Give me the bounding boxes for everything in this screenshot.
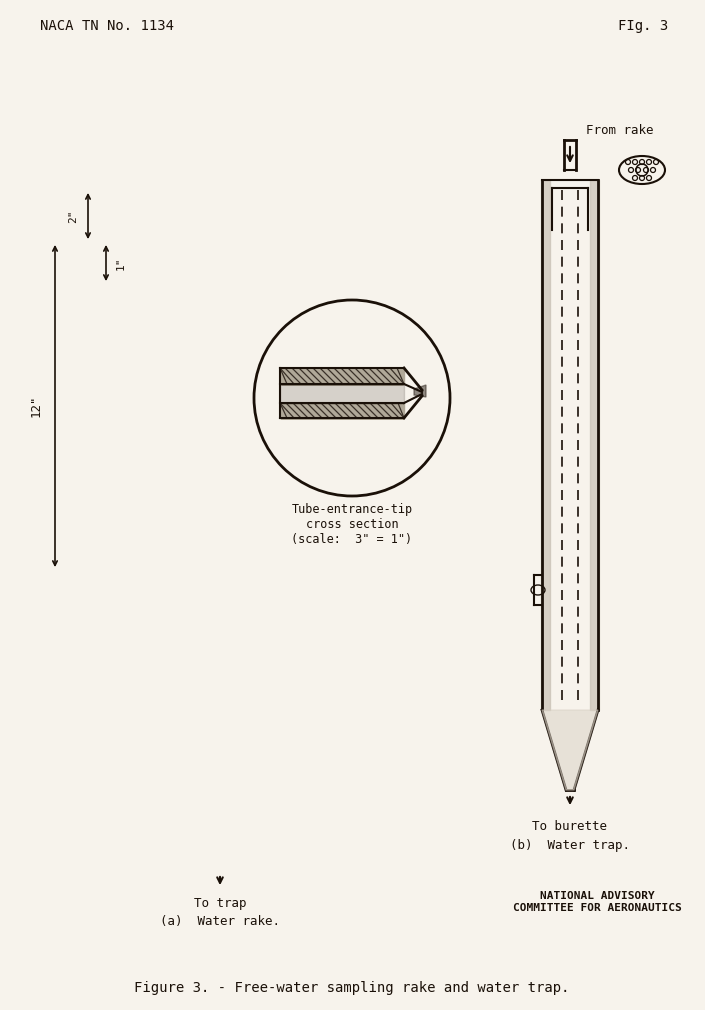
Text: 2": 2" (68, 209, 78, 223)
Text: To trap: To trap (194, 898, 246, 910)
Ellipse shape (195, 797, 245, 827)
Circle shape (254, 300, 450, 496)
Text: From rake: From rake (587, 123, 654, 136)
Text: (b)  Water trap.: (b) Water trap. (510, 838, 630, 851)
Polygon shape (414, 385, 426, 397)
Text: Tube-entrance-tip
cross section
(scale:  3" = 1"): Tube-entrance-tip cross section (scale: … (291, 503, 412, 545)
Ellipse shape (619, 156, 665, 184)
Text: Figure 3. - Free-water sampling rake and water trap.: Figure 3. - Free-water sampling rake and… (134, 981, 570, 995)
Text: NATIONAL ADVISORY
COMMITTEE FOR AERONAUTICS: NATIONAL ADVISORY COMMITTEE FOR AERONAUT… (513, 891, 681, 913)
Polygon shape (542, 710, 598, 790)
FancyBboxPatch shape (193, 714, 247, 781)
Text: FIg. 3: FIg. 3 (618, 19, 668, 33)
Text: 12": 12" (30, 395, 43, 417)
Text: To burette: To burette (532, 819, 608, 832)
Text: (a)  Water rake.: (a) Water rake. (160, 915, 280, 928)
Text: NACA TN No. 1134: NACA TN No. 1134 (40, 19, 174, 33)
Text: 1": 1" (116, 257, 126, 270)
